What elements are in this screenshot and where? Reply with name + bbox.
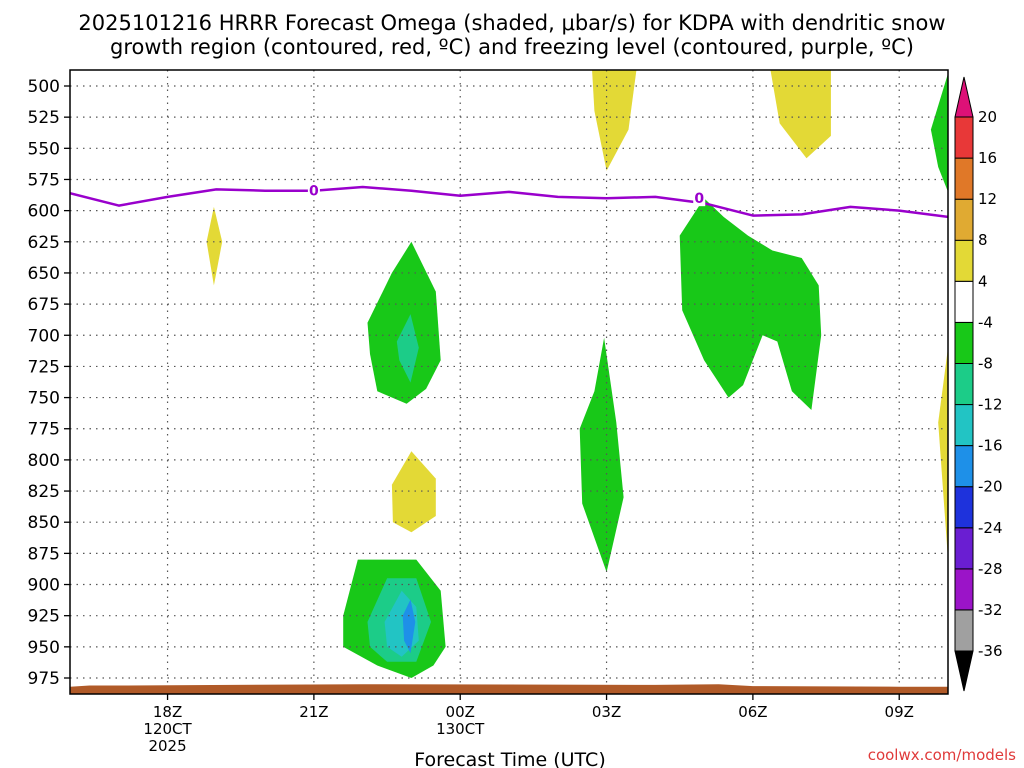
- colorbar-box-8: [954, 321, 974, 364]
- colorbar-label-1: -32: [978, 601, 1003, 619]
- freezing-level-label-1: 0: [309, 184, 319, 200]
- y-tick-label-975: 975: [28, 669, 60, 689]
- x-tick-label-18-0: 18Z: [153, 703, 182, 721]
- chart-title-line-2: growth region (contoured, red, ºC) and f…: [110, 35, 914, 59]
- colorbar-box-1: [954, 609, 974, 652]
- y-tick-label-900: 900: [28, 576, 60, 596]
- colorbar-label-2: -28: [978, 560, 1003, 578]
- x-tick-label-21-0: 21Z: [299, 703, 328, 721]
- colorbar-box-9: [954, 280, 974, 323]
- omega-region-8: [679, 198, 822, 410]
- colorbar-label-7: -8: [978, 354, 993, 372]
- y-tick-label-950: 950: [28, 638, 60, 658]
- y-tick-label-525: 525: [28, 108, 60, 128]
- freezing-level-label-bg-2: [693, 190, 706, 207]
- x-tick-label-24-0: 00Z: [446, 703, 475, 721]
- y-tick-label-625: 625: [28, 233, 60, 253]
- credit-text[interactable]: coolwx.com/models: [868, 746, 1016, 764]
- colorbar-box-6: [954, 404, 974, 447]
- y-tick-label-725: 725: [28, 357, 60, 377]
- omega-region-7: [579, 337, 624, 573]
- colorbar-label-13: 20: [978, 108, 997, 126]
- y-tick-label-700: 700: [28, 326, 60, 346]
- y-tick-label-650: 650: [28, 264, 60, 284]
- x-tick-label-24-1: 130CT: [436, 720, 485, 738]
- colorbar-label-0: -36: [978, 642, 1003, 660]
- omega-region-11: [396, 314, 419, 383]
- colorbar-box-2: [954, 568, 974, 611]
- omega-region-1: [206, 206, 223, 286]
- colorbar-box-13: [954, 116, 974, 159]
- colorbar-box-12: [954, 157, 974, 200]
- colorbar-box-4: [954, 486, 974, 529]
- y-tick-label-675: 675: [28, 295, 60, 315]
- colorbar-label-3: -24: [978, 519, 1003, 537]
- y-tick-label-875: 875: [28, 544, 60, 564]
- colorbar-max-arrow: [954, 76, 974, 118]
- y-tick-label-925: 925: [28, 607, 60, 627]
- omega-region-5: [938, 347, 948, 560]
- colorbar-min-arrow: [954, 650, 974, 692]
- y-tick-label-775: 775: [28, 420, 60, 440]
- colorbar-box-11: [954, 198, 974, 241]
- omega-region-14: [402, 599, 416, 654]
- omega-region-10: [930, 73, 948, 192]
- y-tick-label-825: 825: [28, 482, 60, 502]
- colorbar-label-5: -16: [978, 437, 1003, 455]
- freezing-level-label-bg-1: [307, 182, 320, 199]
- colorbar-label-4: -20: [978, 478, 1003, 496]
- freezing-level-label-2: 0: [694, 191, 704, 207]
- colorbar-box-3: [954, 527, 974, 570]
- plot-frame: [69, 69, 949, 695]
- x-tick-label-18-2: 2025: [148, 737, 186, 755]
- colorbar-label-9: 4: [978, 272, 988, 290]
- omega-region-2: [592, 70, 637, 171]
- colorbar-label-10: 8: [978, 231, 988, 249]
- colorbar-box-5: [954, 445, 974, 488]
- omega-region-6: [367, 241, 441, 404]
- x-tick-label-18-1: 120CT: [143, 720, 192, 738]
- freezing-level-line: [70, 185, 948, 219]
- y-tick-label-550: 550: [28, 139, 60, 159]
- y-tick-label-800: 800: [28, 451, 60, 471]
- ground-surface: [70, 684, 948, 694]
- chart-title-line-1: 2025101216 HRRR Forecast Omega (shaded, …: [78, 11, 945, 35]
- y-tick-label-750: 750: [28, 389, 60, 409]
- colorbar-label-11: 12: [978, 190, 997, 208]
- colorbar-box-10: [954, 239, 974, 282]
- x-tick-label-30-0: 06Z: [738, 703, 767, 721]
- x-axis-label: Forecast Time (UTC): [414, 749, 605, 768]
- colorbar-label-12: 16: [978, 149, 997, 167]
- colorbar: -36 -32 -28 -24 -20 -16 -12 -8 -4 4 8 12 16 20: [954, 76, 1003, 692]
- y-tick-label-575: 575: [28, 170, 60, 190]
- axes: 500 525 550 575 600 625 650 675 700 725 750 775 800 8…: [28, 69, 949, 755]
- x-tick-label-33-0: 09Z: [885, 703, 914, 721]
- colorbar-box-7: [954, 363, 974, 406]
- x-tick-label-27-0: 03Z: [592, 703, 621, 721]
- y-tick-label-850: 850: [28, 513, 60, 533]
- omega-region-4: [391, 451, 436, 533]
- omega-region-3: [770, 70, 831, 159]
- y-tick-label-600: 600: [28, 202, 60, 222]
- colorbar-label-8: -4: [978, 313, 993, 331]
- colorbar-label-6: -12: [978, 396, 1003, 414]
- y-tick-label-500: 500: [28, 77, 60, 97]
